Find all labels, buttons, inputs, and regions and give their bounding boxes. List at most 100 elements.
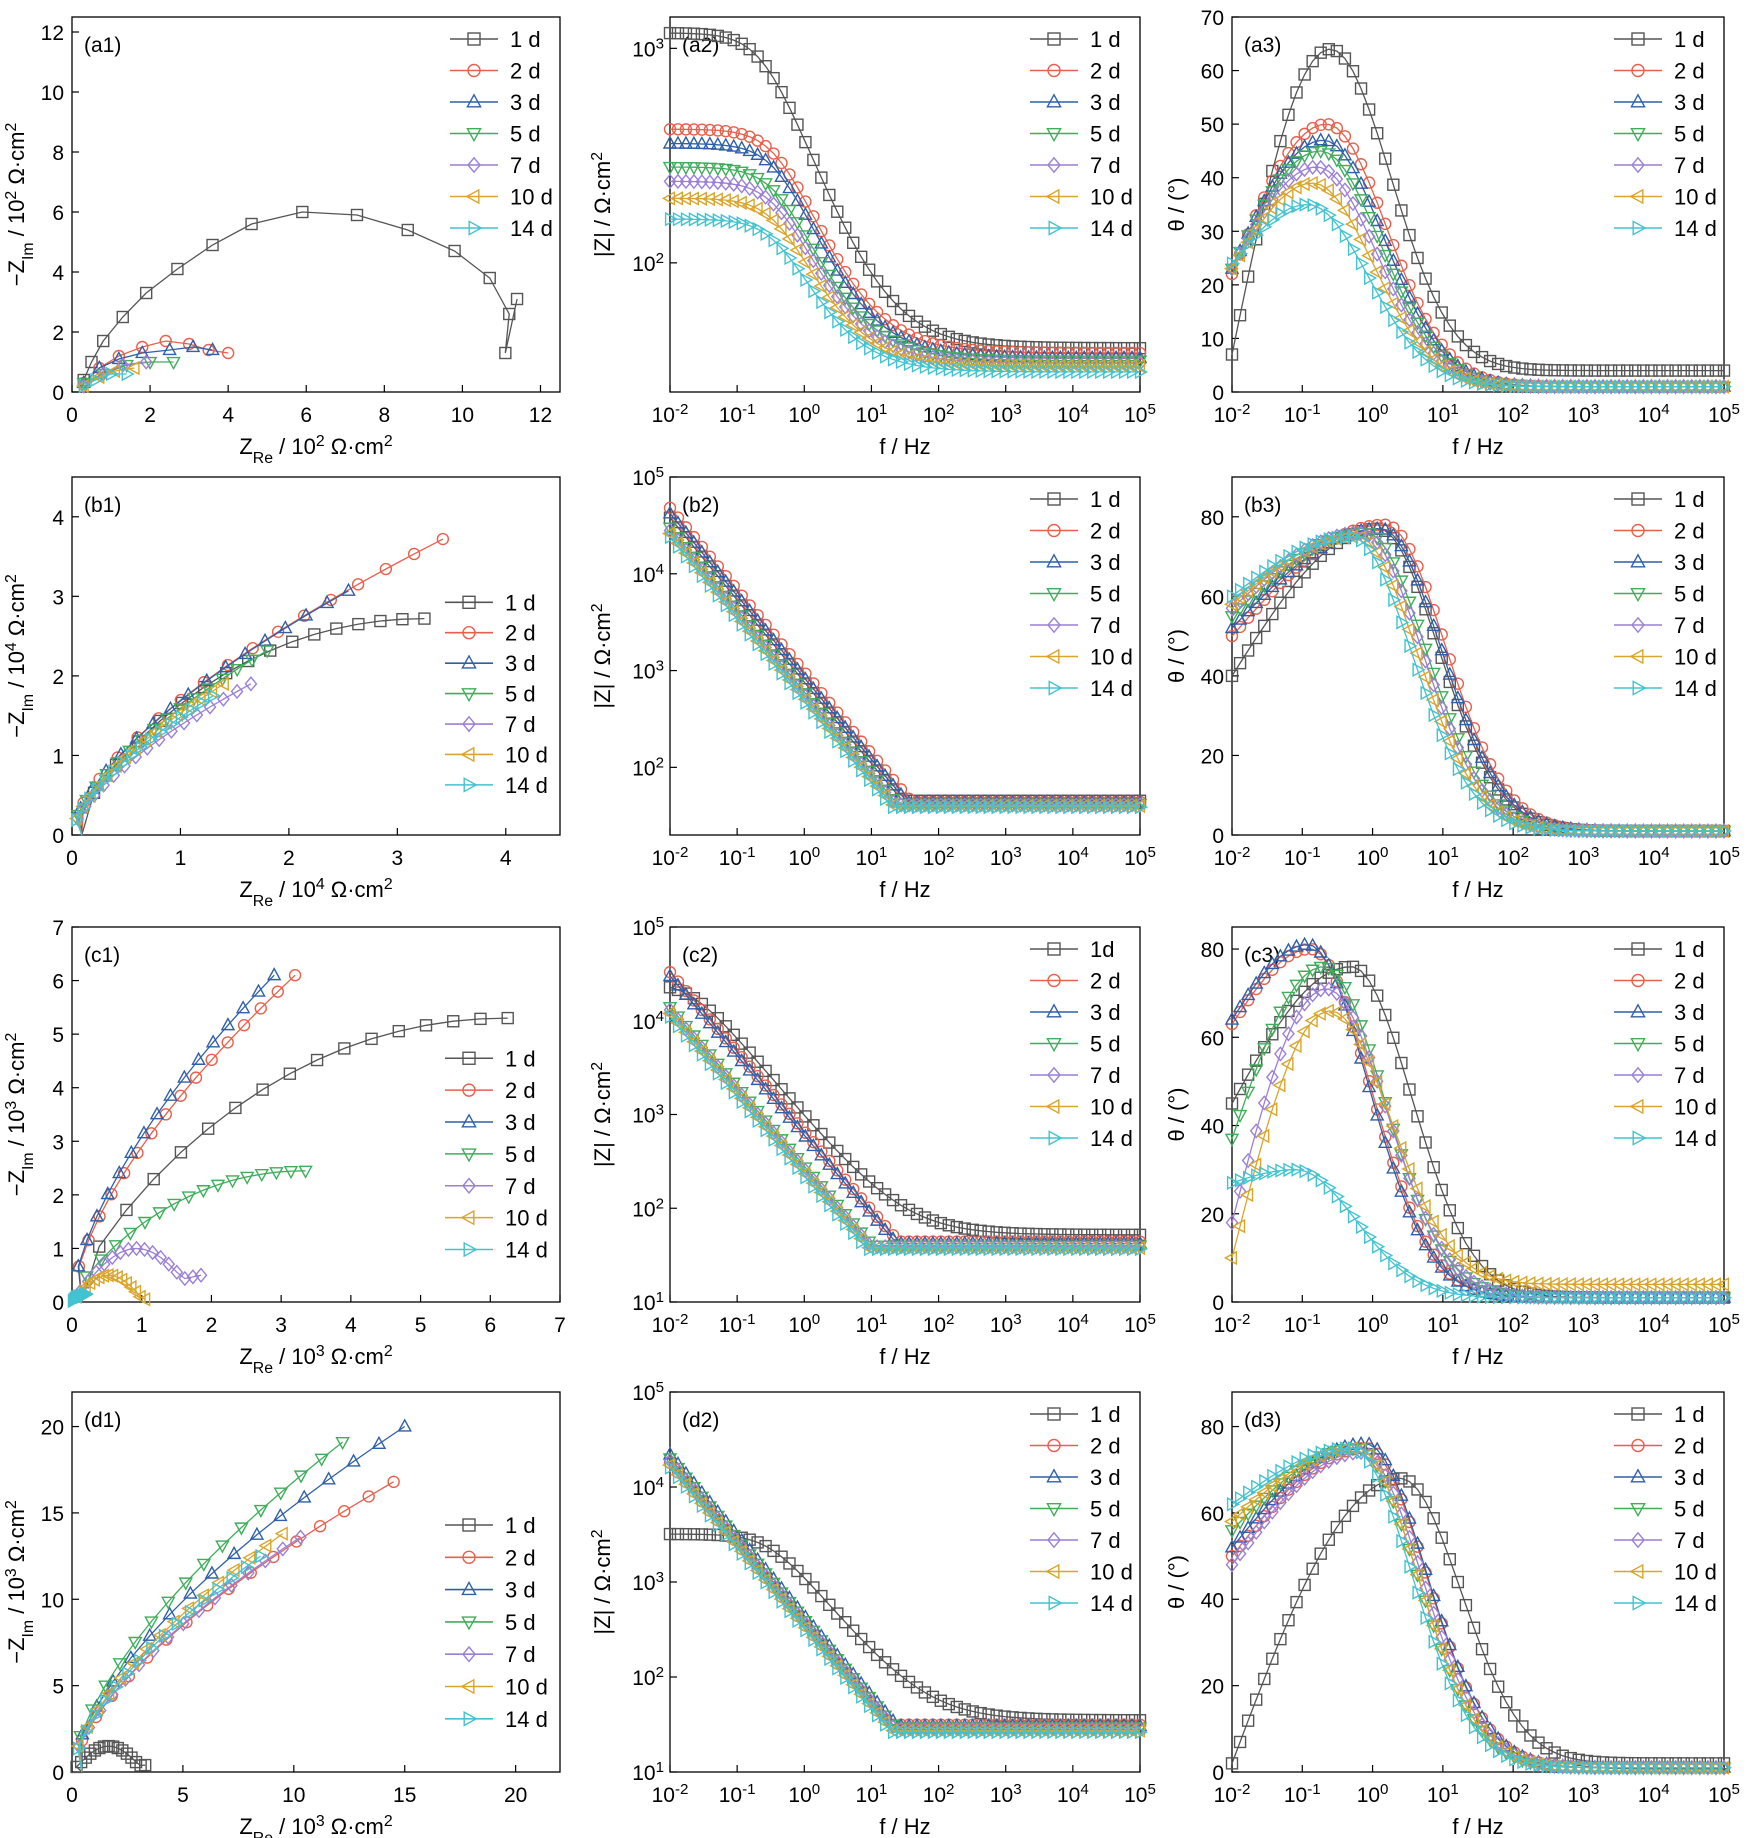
data-point — [701, 1505, 715, 1521]
data-point — [1323, 1180, 1337, 1196]
data-point — [774, 168, 789, 183]
data-point — [743, 180, 757, 197]
data-point — [752, 637, 766, 652]
data-point — [728, 1536, 742, 1552]
data-point — [245, 217, 258, 231]
data-point — [1670, 379, 1684, 394]
data-point — [728, 214, 742, 230]
legend-marker — [460, 746, 475, 763]
x-tick-label: 102 — [923, 401, 955, 428]
data-point — [105, 1673, 121, 1687]
data-point — [694, 135, 710, 150]
data-point — [823, 1154, 836, 1168]
data-point — [205, 1053, 218, 1067]
data-point — [991, 799, 1005, 815]
data-point — [799, 135, 812, 149]
series-7d-d1 — [72, 1529, 307, 1773]
legend-label: 10 d — [510, 185, 553, 210]
data-point — [773, 662, 787, 678]
data-point — [1380, 1248, 1394, 1263]
x-tick-label: 5 — [415, 1314, 427, 1337]
data-point — [1404, 638, 1418, 654]
data-point — [919, 799, 933, 815]
data-point — [694, 544, 710, 558]
data-point — [1240, 1086, 1256, 1100]
series-line — [79, 590, 349, 836]
data-point — [1597, 823, 1612, 839]
legend-marker — [1630, 588, 1646, 603]
data-point — [663, 981, 677, 994]
data-point — [918, 1686, 932, 1699]
series-line — [1231, 966, 1724, 1299]
data-point — [226, 1570, 240, 1586]
y-tick-label: 102 — [632, 1195, 664, 1222]
data-point — [839, 1615, 852, 1629]
data-point — [1288, 1038, 1302, 1054]
data-point — [686, 135, 702, 149]
data-point — [123, 1279, 137, 1295]
data-point — [1516, 1720, 1529, 1733]
data-point — [1226, 1175, 1241, 1191]
data-point — [1256, 570, 1270, 585]
data-point — [792, 685, 806, 701]
y-tick-label: 0 — [52, 1292, 64, 1315]
data-point — [1241, 270, 1255, 283]
data-point — [735, 127, 748, 141]
y-tick-label: 102 — [632, 249, 664, 276]
data-point — [1314, 1547, 1327, 1560]
data-point — [1273, 1494, 1287, 1511]
data-point — [1353, 175, 1369, 189]
y-tick-label: 50 — [1201, 114, 1224, 137]
data-point — [839, 221, 852, 234]
series-1d-d1 — [70, 1739, 152, 1774]
legend-marker — [462, 1518, 476, 1532]
x-tick-label: 1 — [175, 847, 187, 870]
data-point — [1428, 358, 1442, 374]
data-point — [677, 1477, 692, 1492]
legend-label: 3 d — [505, 1110, 536, 1135]
data-point — [878, 1219, 892, 1233]
data-point — [1412, 1273, 1426, 1289]
data-point — [1482, 765, 1498, 779]
data-point — [135, 739, 149, 755]
x-tick-label: 8 — [378, 404, 390, 427]
data-point — [78, 378, 92, 394]
legend-marker — [1045, 188, 1060, 205]
data-point — [661, 526, 676, 541]
data-point — [105, 1268, 119, 1283]
data-point — [719, 1020, 732, 1033]
data-point — [1224, 620, 1240, 634]
data-point — [1651, 1277, 1665, 1292]
data-point — [1396, 1533, 1410, 1549]
legend-label: 7 d — [1090, 613, 1121, 638]
data-point — [72, 1741, 86, 1756]
data-point — [853, 1686, 867, 1702]
data-point — [503, 307, 516, 321]
data-point — [1315, 1445, 1329, 1460]
data-point — [202, 343, 215, 357]
plot-frame — [1231, 1391, 1725, 1773]
data-point — [1491, 1284, 1505, 1300]
data-point — [1694, 1290, 1708, 1305]
data-point — [1394, 1183, 1409, 1197]
data-point — [798, 671, 813, 685]
y-tick-label: 103 — [632, 1101, 664, 1128]
data-point — [1710, 379, 1724, 394]
x-tick-label: 100 — [788, 1781, 820, 1808]
data-point — [862, 263, 876, 276]
data-point — [1290, 1595, 1303, 1609]
data-point — [501, 1011, 514, 1025]
legend-label: 14 d — [1674, 216, 1717, 241]
data-point — [1525, 1756, 1539, 1772]
data-point — [672, 1469, 687, 1485]
data-point — [678, 986, 694, 1001]
data-point — [1435, 1531, 1448, 1544]
series-14d-d3 — [1226, 1441, 1733, 1775]
data-point — [1516, 362, 1529, 375]
data-point — [239, 1171, 255, 1185]
legend-marker — [462, 1051, 476, 1065]
data-point — [951, 1724, 965, 1740]
data-point — [1243, 1485, 1257, 1500]
data-point — [1354, 82, 1368, 95]
